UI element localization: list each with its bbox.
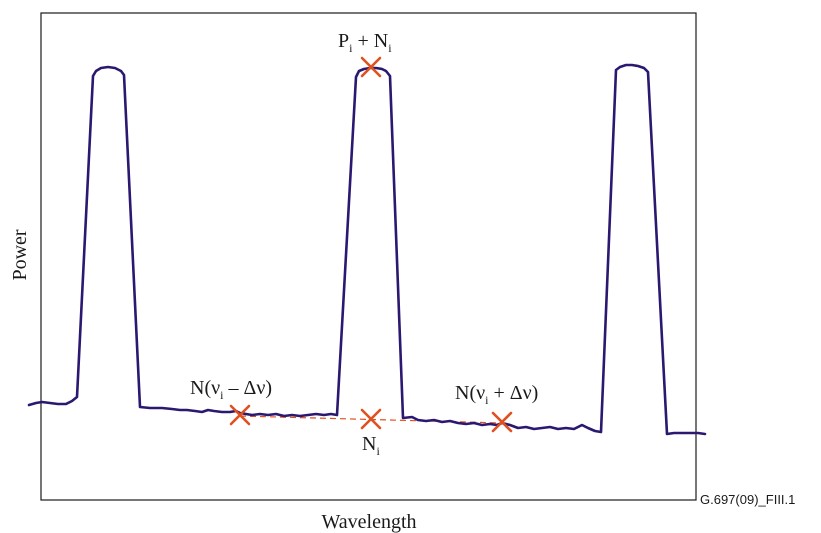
noise-right-annotation: N(νi + Δν) [455,382,538,407]
noise-left-sub: i [220,388,224,402]
peak-annotation: Pi + Ni [338,30,392,55]
spectrum-trace [27,63,707,436]
noise-left-marker [229,404,251,426]
noise-center-n: N [362,433,376,455]
x-axis-label: Wavelength [321,511,416,533]
peak-annotation-p: P [338,30,349,52]
noise-right-sub: i [485,393,489,407]
y-axis-label: Power [9,229,31,280]
noise-center-marker [360,408,382,430]
noise-center-sub: i [376,444,380,458]
noise-right-pre: N(ν [455,382,485,404]
noise-left-post: – Δν) [224,377,273,399]
peak-marker [360,56,382,78]
noise-center-annotation: Ni [362,433,380,458]
figure-id-label: G.697(09)_FIII.1 [700,492,795,507]
noise-left-annotation: N(νi – Δν) [190,377,272,402]
noise-right-marker [491,411,513,433]
noise-left-pre: N(ν [190,377,220,399]
noise-right-post: + Δν) [489,382,539,404]
peak-annotation-p-sub: i [349,41,353,55]
plot-frame [40,12,697,501]
peak-annotation-plus-n: + N [352,30,388,52]
peak-annotation-n-sub: i [388,41,392,55]
